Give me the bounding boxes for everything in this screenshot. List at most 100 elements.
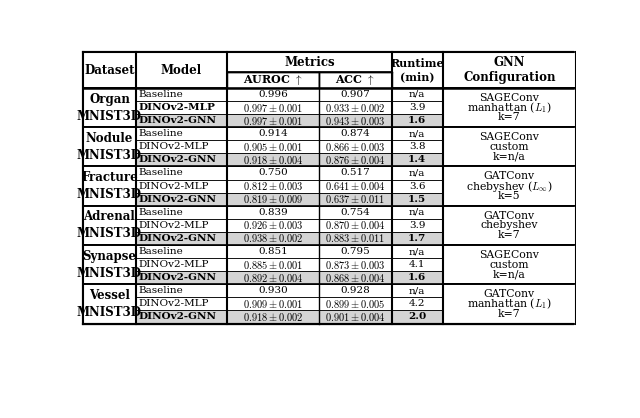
Bar (83, 245, 136, 284)
Text: DINOv2-MLP: DINOv2-MLP (138, 299, 209, 308)
Text: DINOv2-MLP: DINOv2-MLP (138, 221, 209, 230)
Text: $0.812 \pm 0.003$: $0.812 \pm 0.003$ (243, 180, 303, 192)
Text: DINOv2-GNN: DINOv2-GNN (138, 313, 216, 321)
Text: k=7: k=7 (498, 112, 521, 122)
Text: Baseline: Baseline (138, 208, 183, 217)
Bar (392, 311, 443, 324)
Bar (319, 179, 392, 193)
Bar (319, 140, 392, 153)
Bar (443, 53, 576, 88)
Bar (443, 206, 576, 245)
Bar (392, 140, 443, 153)
Bar (136, 140, 227, 153)
Text: $\mathbf{0.918} \pm 0.002$: $\mathbf{0.918} \pm 0.002$ (243, 311, 303, 323)
Bar (83, 88, 136, 127)
Text: $\mathbf{0.997} \pm 0.001$: $\mathbf{0.997} \pm 0.001$ (243, 115, 303, 127)
Bar (443, 101, 503, 114)
Text: $0.926 \pm 0.003$: $0.926 \pm 0.003$ (243, 219, 303, 231)
Text: 3.6: 3.6 (409, 181, 426, 191)
Bar (319, 88, 392, 101)
Text: k=5: k=5 (498, 191, 521, 201)
Bar (227, 232, 319, 245)
Bar (227, 166, 319, 179)
Bar (227, 297, 319, 311)
Text: AUROC $\uparrow$: AUROC $\uparrow$ (243, 73, 303, 87)
Bar (443, 88, 576, 127)
Bar (443, 166, 576, 206)
Text: 0.839: 0.839 (258, 208, 288, 217)
Text: Organ
MNIST3D: Organ MNIST3D (77, 92, 142, 122)
Bar (392, 219, 443, 232)
Text: DINOv2-MLP: DINOv2-MLP (138, 103, 215, 112)
Bar (136, 179, 227, 193)
Bar (392, 284, 443, 297)
Bar (136, 284, 227, 297)
Bar (443, 219, 503, 232)
Bar (392, 127, 443, 140)
Text: 2.0: 2.0 (408, 313, 426, 321)
Bar (392, 193, 443, 206)
Bar (136, 311, 227, 324)
Bar (392, 297, 443, 311)
Bar (392, 127, 443, 140)
Bar (136, 127, 227, 140)
Bar (443, 140, 503, 153)
Bar (83, 284, 136, 324)
Text: n/a: n/a (409, 129, 426, 138)
Text: 1.7: 1.7 (408, 234, 426, 243)
Bar (392, 271, 443, 284)
Bar (443, 114, 503, 127)
Text: $0.637 \pm 0.011$: $0.637 \pm 0.011$ (325, 193, 385, 205)
Bar (227, 101, 319, 114)
Bar (443, 206, 503, 219)
Bar (319, 284, 392, 297)
Text: $0.905 \pm 0.001$: $0.905 \pm 0.001$ (243, 141, 303, 153)
Text: $\mathbf{0.997} \pm 0.001$: $\mathbf{0.997} \pm 0.001$ (243, 102, 303, 114)
Bar (392, 258, 443, 271)
Bar (392, 284, 443, 297)
Bar (443, 127, 576, 166)
Bar (392, 53, 443, 88)
Text: Nodule
MNIST3D: Nodule MNIST3D (77, 132, 142, 162)
Bar (392, 219, 443, 232)
Text: 1.6: 1.6 (408, 116, 426, 125)
Bar (392, 179, 443, 193)
Text: 1.6: 1.6 (408, 273, 426, 282)
Text: custom: custom (490, 142, 529, 152)
Text: k=7: k=7 (498, 230, 521, 240)
Text: n/a: n/a (409, 286, 426, 295)
Bar (392, 297, 443, 311)
Bar (136, 232, 227, 245)
Bar (443, 284, 503, 297)
Text: GATConv: GATConv (484, 171, 535, 181)
Bar (227, 258, 319, 271)
Bar (227, 206, 319, 219)
Bar (136, 114, 227, 127)
Text: Baseline: Baseline (138, 90, 183, 99)
Bar (443, 232, 503, 245)
Bar (319, 219, 392, 232)
Text: $\mathbf{0.892} \pm 0.004$: $\mathbf{0.892} \pm 0.004$ (243, 272, 303, 284)
Bar (392, 206, 443, 219)
Bar (227, 153, 319, 166)
Bar (319, 311, 392, 324)
Text: $0.899 \pm 0.005$: $0.899 \pm 0.005$ (325, 298, 385, 310)
Bar (319, 101, 392, 114)
Text: $0.933 \pm 0.002$: $0.933 \pm 0.002$ (324, 102, 385, 114)
Bar (227, 193, 319, 206)
Bar (392, 311, 443, 324)
Bar (392, 166, 443, 179)
Bar (392, 114, 443, 127)
Bar (227, 311, 319, 324)
Bar (392, 166, 443, 179)
Bar (227, 245, 319, 258)
Text: 0.907: 0.907 (340, 90, 370, 99)
Bar (443, 153, 503, 166)
Text: $\mathbf{0.883} \pm 0.011$: $\mathbf{0.883} \pm 0.011$ (325, 232, 385, 245)
Bar (443, 166, 503, 179)
Bar (443, 311, 503, 324)
Text: GATConv: GATConv (484, 289, 535, 299)
Bar (136, 153, 227, 166)
Text: Adrenal
MNIST3D: Adrenal MNIST3D (77, 210, 142, 240)
Bar (319, 232, 392, 245)
